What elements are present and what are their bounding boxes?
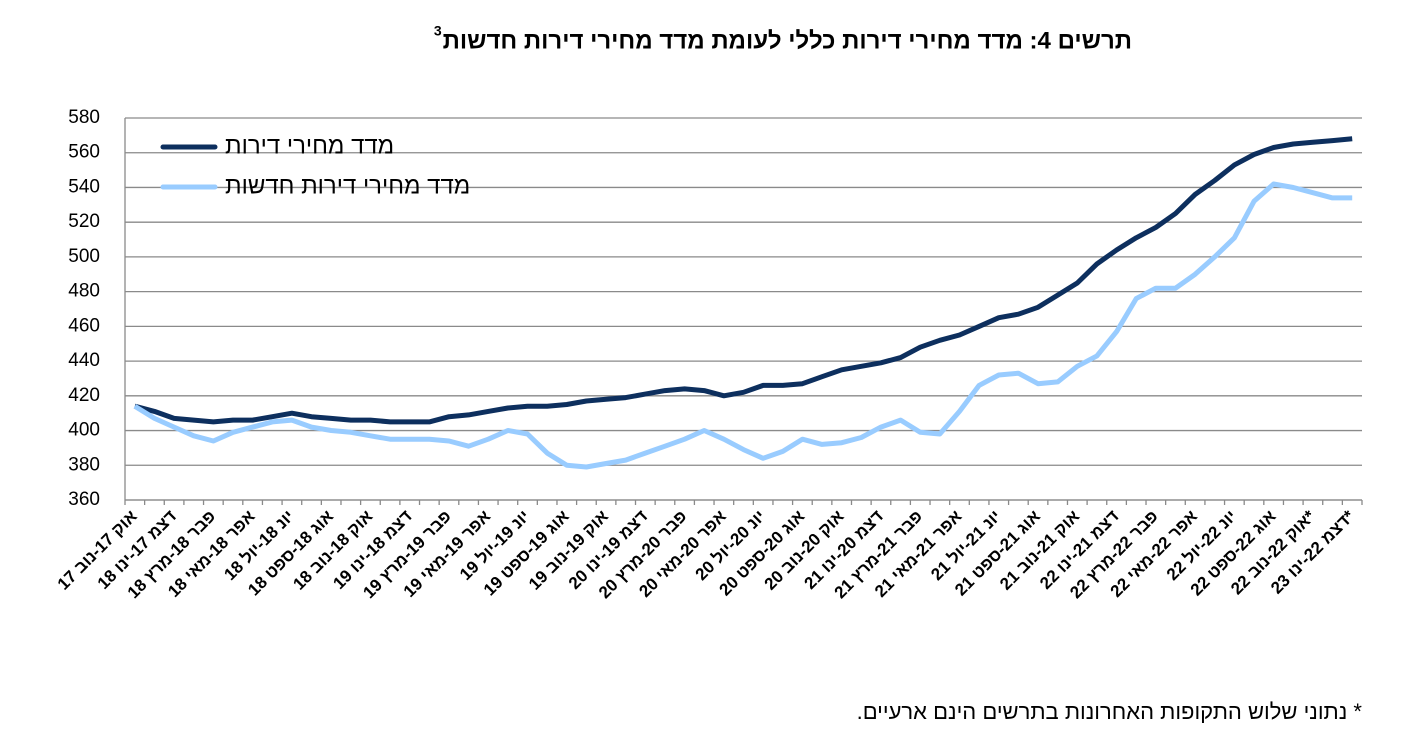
y-tick-label: 360: [68, 489, 100, 510]
y-tick-label: 420: [68, 385, 100, 406]
y-tick-label: 440: [68, 350, 100, 371]
y-tick-label: 460: [68, 315, 100, 336]
footnote: * נתוני שלוש התקופות האחרונות בתרשים הינ…: [857, 699, 1363, 724]
y-tick-label: 580: [68, 107, 100, 128]
legend-label: מדד מחירי דירות: [225, 132, 394, 159]
y-tick-label: 400: [68, 420, 100, 441]
y-tick-label: 540: [68, 176, 100, 197]
y-tick-label: 560: [68, 142, 100, 163]
series-line: [134, 136, 1353, 425]
series-line: [133, 181, 1353, 470]
legend-label: מדד מחירי דירות חדשות: [225, 172, 470, 199]
y-tick-label: 380: [68, 454, 100, 475]
y-tick-label: 520: [68, 211, 100, 232]
title-footnote: 3: [434, 23, 442, 39]
y-tick-label: 500: [68, 246, 100, 267]
y-tick-label: 480: [68, 281, 100, 302]
chart-title: תרשים 4: מדד מחירי דירות כללי לעומת מדד …: [443, 27, 1132, 54]
